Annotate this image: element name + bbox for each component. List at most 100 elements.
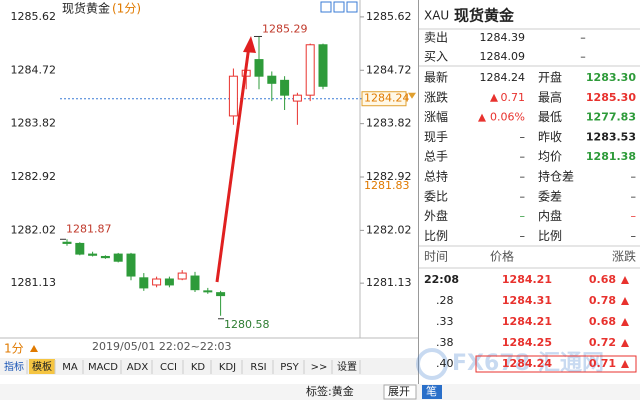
trade-change: 0.71: [589, 357, 616, 370]
candle-body: [267, 75, 277, 84]
toolbar-item[interactable]: MACD: [88, 362, 118, 373]
stat-value: 0.71: [501, 91, 526, 104]
candle-body: [164, 278, 174, 286]
high-label: 1285.29: [262, 22, 308, 35]
y-tick-label-left: 1284.72: [11, 63, 57, 76]
y-tick-label-left: 1282.02: [11, 223, 57, 236]
candle-body: [305, 44, 315, 96]
chart-icon[interactable]: [333, 1, 345, 13]
book-price: 1284.39: [480, 31, 526, 44]
candle-body: [254, 59, 264, 77]
up-arrow: [621, 318, 629, 326]
time-range: 2019/05/01 22:02~22:03: [92, 340, 232, 353]
y-tick-label-right: 1281.13: [366, 276, 412, 289]
stat-label: 委比: [424, 189, 448, 203]
stat-label: 最高: [538, 89, 562, 104]
trend-arrow-head: [243, 36, 256, 53]
y-tick-label-right: 1283.82: [366, 117, 412, 130]
stat-value: –: [520, 190, 526, 203]
marker-price-label: 1281.83: [364, 179, 410, 192]
stat-value: –: [631, 190, 637, 203]
book-volume: –: [580, 50, 586, 63]
trade-time: .28: [436, 294, 454, 307]
y-tick-label-left: 1283.82: [11, 117, 57, 130]
stat-value: 0.06%: [490, 111, 525, 124]
stat-value: –: [520, 150, 526, 163]
stat-label: 现手: [424, 130, 448, 144]
stat-label: 最低: [538, 110, 562, 124]
stat-label: 委差: [538, 189, 562, 203]
toolbar-active: [29, 359, 55, 374]
stat-value: –: [520, 229, 526, 242]
stat-value: 1283.53: [586, 130, 636, 143]
trades-header: 价格: [490, 249, 514, 264]
toolbar-item[interactable]: CCI: [160, 362, 177, 373]
candle-body: [203, 290, 213, 293]
y-tick-label-right: 1282.02: [366, 223, 412, 236]
candle-body: [216, 292, 226, 297]
stat-value: –: [631, 210, 637, 223]
toolbar-item[interactable]: KDJ: [219, 362, 236, 373]
stat-label: 昨收: [538, 130, 562, 144]
toolbar-item[interactable]: KD: [191, 362, 206, 373]
trade-price: 1284.21: [502, 315, 552, 328]
candle-body: [228, 75, 238, 117]
trade-price: 1284.25: [502, 336, 552, 349]
stat-label: 内盘: [538, 208, 562, 223]
price-marker: [408, 92, 416, 99]
stat-label: 比例: [538, 229, 562, 243]
stat-label: 最新: [424, 70, 448, 85]
chart-icon[interactable]: [320, 1, 332, 13]
toolbar-item[interactable]: PSY: [280, 362, 299, 373]
stat-value: 1281.38: [586, 150, 636, 163]
stat-label: 涨幅: [424, 109, 448, 124]
toolbar-item[interactable]: 指标: [4, 360, 24, 373]
y-tick-label-left: 1282.92: [11, 170, 57, 183]
toolbar-item[interactable]: RSI: [250, 362, 266, 373]
start-label: 1281.87: [66, 222, 112, 235]
stat-value: –: [520, 130, 526, 143]
book-volume: –: [580, 31, 586, 44]
price-label: 1284.24: [364, 92, 410, 105]
candle-body: [113, 253, 123, 262]
stat-label: 持仓差: [538, 169, 574, 184]
trades-header: 时间: [424, 250, 448, 264]
status-tag: 标签:黄金: [306, 384, 354, 398]
y-tick-label-right: 1285.62: [366, 10, 412, 23]
trade-time: .38: [436, 336, 454, 349]
price-label-box: [361, 91, 407, 107]
stat-label: 开盘: [538, 70, 562, 85]
period-menu[interactable]: 1分: [4, 342, 24, 356]
stat-label: 涨跌: [424, 89, 448, 104]
trade-price: 1284.21: [502, 273, 552, 286]
low-label: 1280.58: [224, 318, 270, 331]
book-label: 卖出: [424, 31, 448, 45]
tick-label[interactable]: 笔: [426, 384, 437, 398]
chart-period: (1分): [112, 2, 141, 16]
toolbar-item[interactable]: >>: [311, 362, 328, 373]
toolbar-item[interactable]: 模板: [32, 360, 52, 373]
expand-label[interactable]: 展开: [388, 385, 410, 398]
up-arrow: [478, 113, 486, 122]
trade-price: 1284.31: [502, 294, 552, 307]
stat-value: –: [631, 229, 637, 242]
chart-icon[interactable]: [346, 1, 358, 13]
last-trade-highlight: [475, 355, 637, 373]
y-tick-label-right: 1284.72: [366, 63, 412, 76]
toolbar-item[interactable]: ADX: [127, 362, 149, 373]
toolbar-item[interactable]: 设置: [337, 361, 357, 373]
tick-button[interactable]: [422, 385, 442, 399]
up-arrow: [490, 93, 498, 102]
stat-value: –: [520, 170, 526, 183]
candle-body: [139, 277, 149, 289]
stat-value: 1277.83: [586, 111, 636, 124]
trade-price: 1284.24: [502, 357, 552, 370]
expand-button[interactable]: [383, 384, 417, 400]
chart-title: 现货黄金: [62, 1, 110, 16]
trades-header: 涨跌: [612, 249, 636, 264]
toolbar-item[interactable]: MA: [62, 362, 78, 373]
period-menu-arrow[interactable]: [30, 345, 38, 352]
trade-change: 0.72: [589, 336, 616, 349]
up-arrow: [621, 297, 629, 305]
candle-body: [62, 241, 72, 244]
